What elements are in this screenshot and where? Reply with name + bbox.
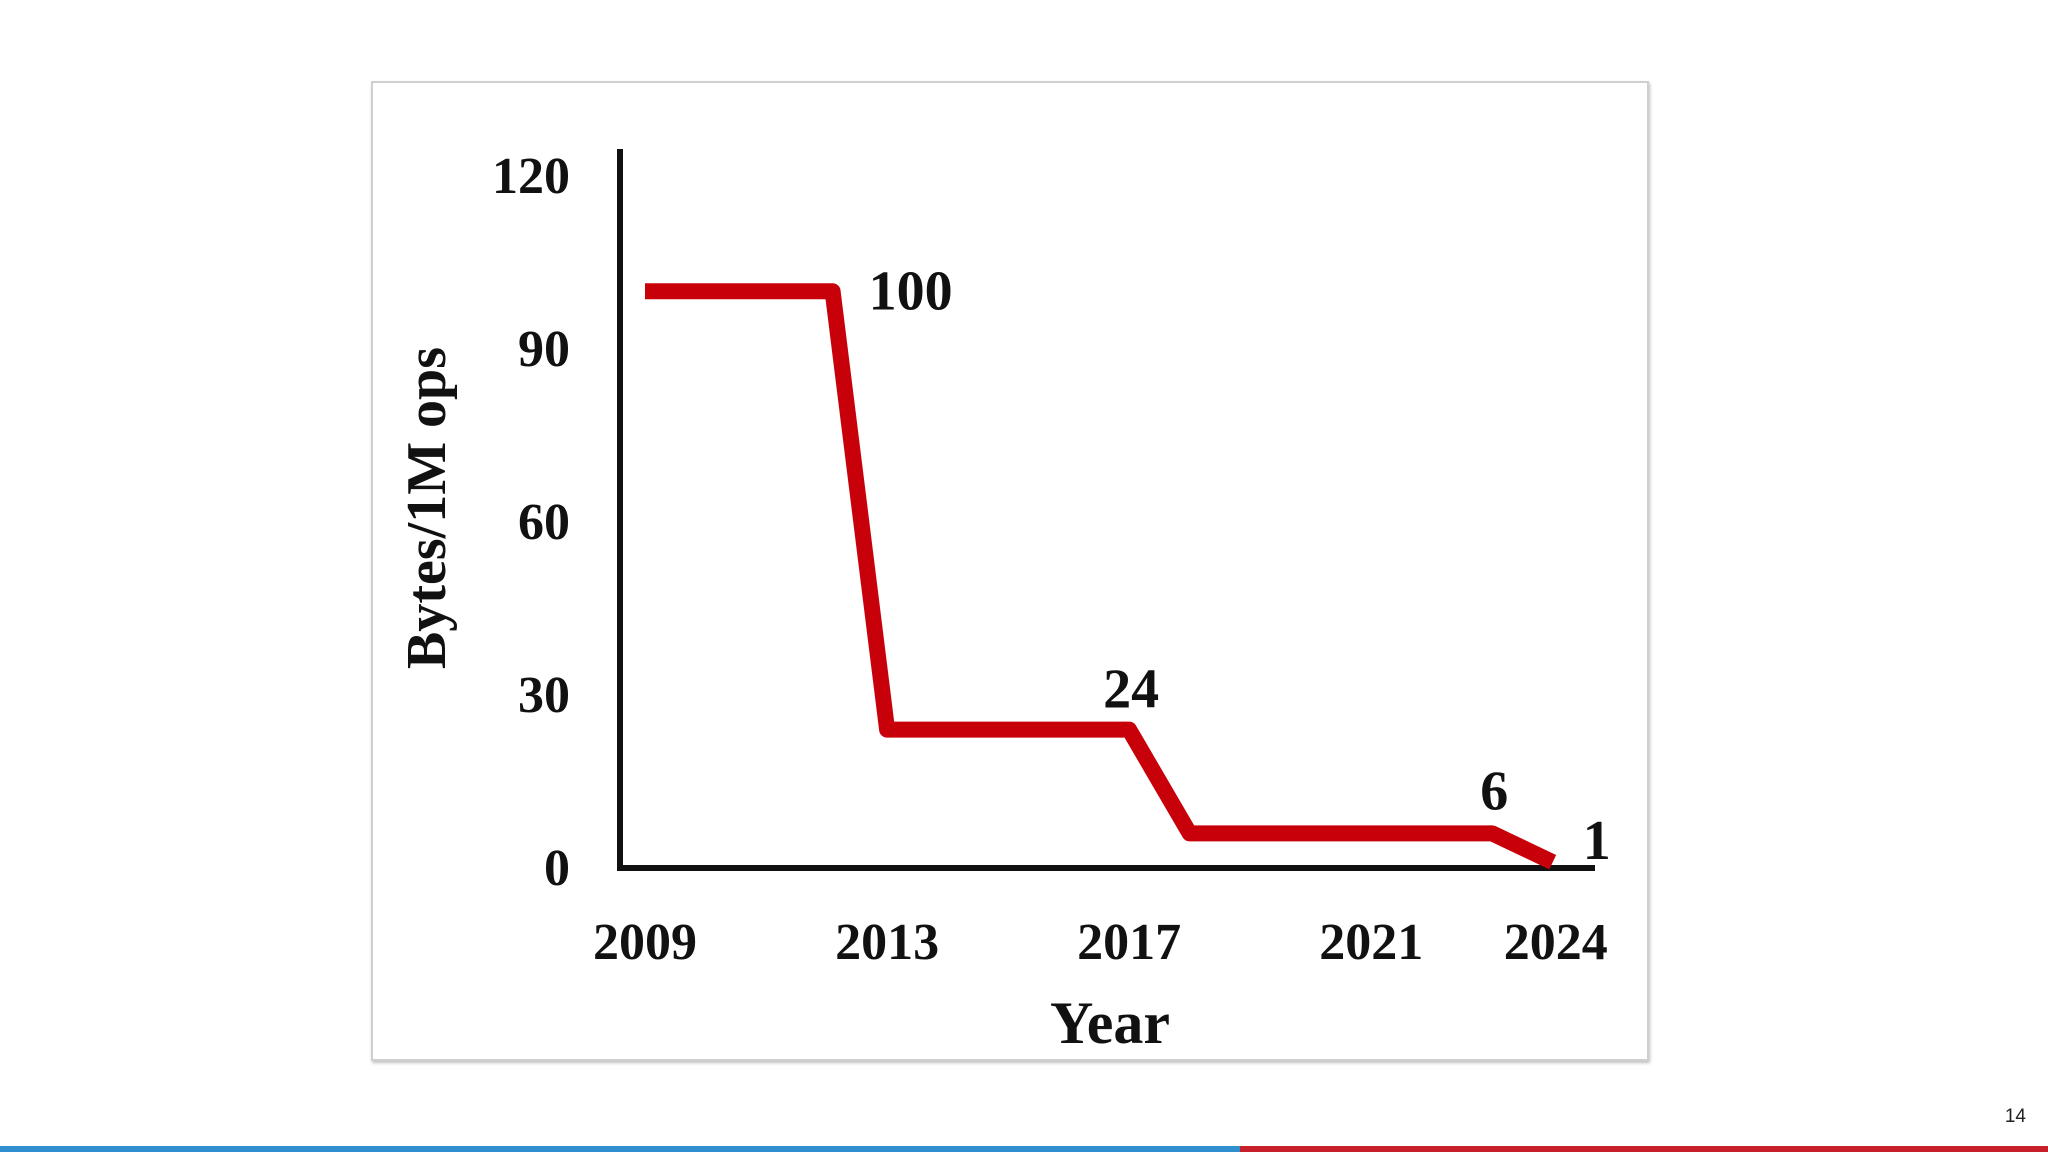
data-label: 24 <box>1103 659 1159 721</box>
chart-frame: 0 30 60 90 120 2009 2013 2017 2021 2024 100 24 6 1 … <box>371 81 1649 1061</box>
x-tick-label: 2009 <box>593 914 697 971</box>
y-tick-label: 60 <box>518 494 570 551</box>
x-tick-label: 2013 <box>835 914 939 971</box>
x-axis-title: Year <box>1050 990 1170 1056</box>
y-tick-label: 90 <box>518 321 570 378</box>
x-tick-label: 2024 <box>1504 914 1608 971</box>
data-label: 6 <box>1480 760 1508 822</box>
footer-bar-left <box>0 1146 1240 1152</box>
data-label: 100 <box>869 260 953 322</box>
x-tick-label: 2017 <box>1077 914 1181 971</box>
data-label: 1 <box>1583 810 1611 872</box>
y-tick-label: 120 <box>492 148 570 205</box>
y-axis-title: Bytes/1M ops <box>396 347 458 669</box>
y-tick-label: 30 <box>518 667 570 724</box>
footer-accent-bar <box>0 1146 2048 1152</box>
page-number: 14 <box>2004 1106 2026 1127</box>
series-line <box>645 283 1557 870</box>
y-tick-labels: 0 30 60 90 120 <box>492 148 570 897</box>
y-tick-label: 0 <box>544 840 570 897</box>
x-tick-labels: 2009 2013 2017 2021 2024 <box>593 914 1608 971</box>
footer-bar-right <box>1240 1146 2048 1152</box>
data-labels: 100 24 6 1 <box>869 260 1611 872</box>
x-tick-label: 2021 <box>1319 914 1423 971</box>
